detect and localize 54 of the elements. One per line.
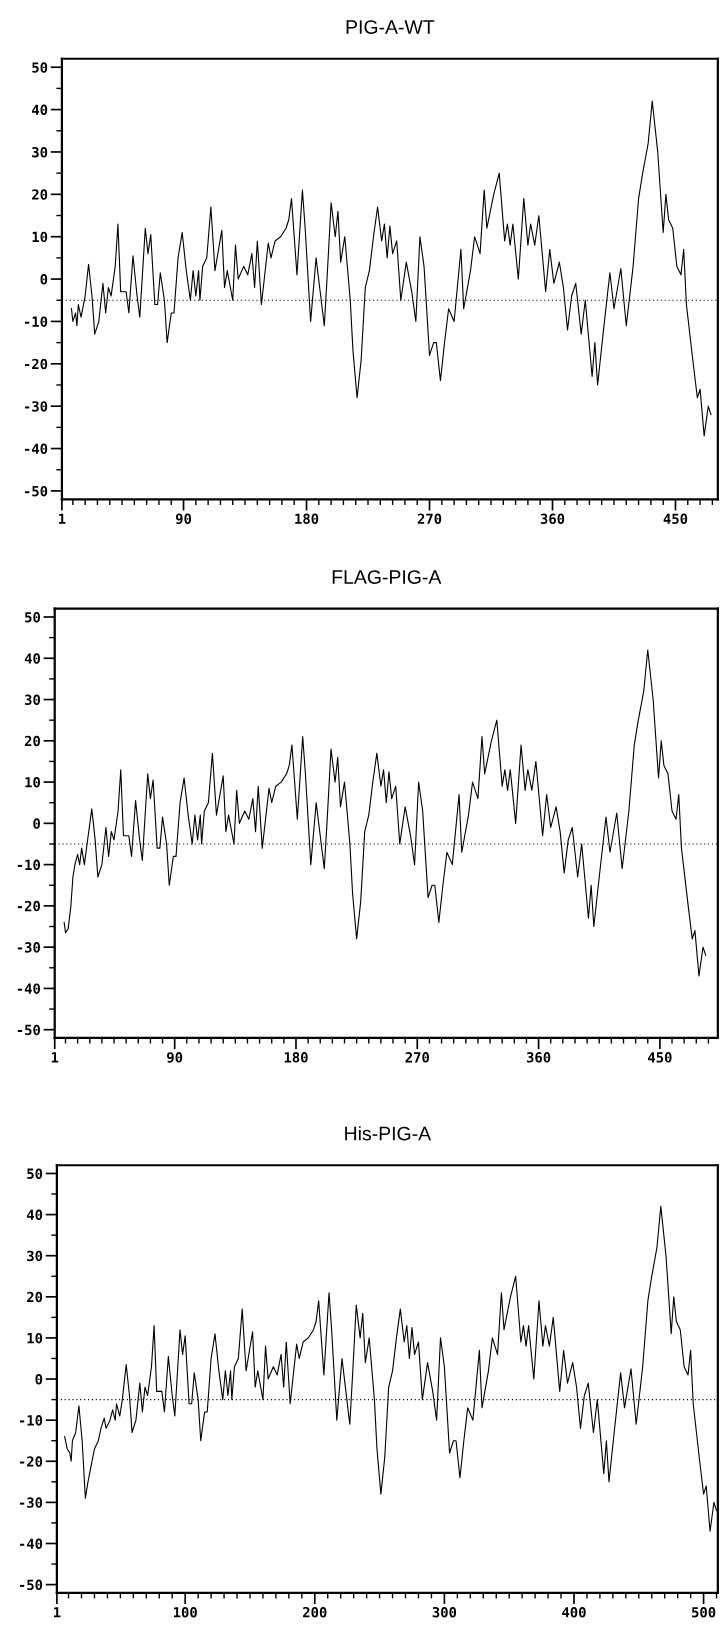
- x-tick-label: 500: [692, 1606, 716, 1618]
- x-tick-label: 270: [405, 1052, 429, 1063]
- x-tick-label: 360: [526, 1052, 551, 1063]
- y-tick-label: 40: [32, 104, 48, 116]
- x-tick-label: 90: [167, 1052, 183, 1063]
- y-tick-label: -50: [17, 1024, 40, 1036]
- y-tick-label: 30: [27, 1250, 43, 1262]
- x-tick-label: 100: [173, 1606, 197, 1618]
- y-tick-label: 50: [32, 62, 48, 73]
- y-tick-label: 30: [32, 146, 48, 158]
- y-tick-label: 0: [33, 818, 40, 829]
- y-tick-label: 10: [27, 1332, 43, 1344]
- y-tick-label: 40: [26, 1209, 43, 1221]
- y-tick-label: 20: [24, 735, 40, 747]
- y-tick-label: 0: [40, 274, 48, 285]
- chart-title: FLAG-PIG-A: [332, 570, 442, 584]
- y-tick-label: 30: [24, 694, 40, 706]
- x-tick-label: 200: [303, 1606, 327, 1618]
- y-tick-label: -30: [17, 942, 40, 953]
- chart-title: PIG-A-WT: [346, 20, 435, 34]
- y-tick-label: 40: [24, 653, 40, 664]
- y-tick-label: -30: [24, 401, 48, 412]
- y-tick-label: 20: [27, 1291, 43, 1303]
- y-tick-label: -30: [19, 1497, 43, 1508]
- y-tick-label: 0: [35, 1374, 43, 1385]
- y-tick-label: -50: [19, 1579, 43, 1591]
- y-tick-label: 50: [27, 1168, 43, 1179]
- x-tick-label: 1: [59, 513, 66, 524]
- y-tick-label: 10: [32, 231, 48, 243]
- x-tick-label: 1: [51, 1052, 59, 1063]
- y-tick-label: -50: [24, 485, 48, 497]
- x-tick-label: 180: [284, 1052, 308, 1063]
- y-tick-label: -10: [19, 1415, 43, 1426]
- y-tick-label: -10: [24, 316, 48, 327]
- x-tick-label: 450: [663, 513, 688, 525]
- y-tick-label: -10: [17, 859, 40, 871]
- x-tick-label: 270: [417, 513, 442, 525]
- x-tick-label: 90: [175, 513, 192, 525]
- y-tick-label: -40: [17, 983, 40, 994]
- y-tick-label: 10: [25, 777, 40, 788]
- x-tick-label: 180: [295, 513, 319, 525]
- x-tick-label: 1: [53, 1607, 61, 1618]
- y-tick-label: -20: [17, 900, 40, 912]
- y-tick-label: -20: [24, 358, 48, 370]
- x-tick-label: 360: [540, 513, 565, 525]
- y-tick-label: -40: [24, 443, 48, 455]
- y-tick-label: -40: [19, 1538, 43, 1549]
- x-tick-label: 300: [432, 1606, 457, 1618]
- y-tick-label: -20: [19, 1456, 43, 1467]
- y-tick-label: 50: [25, 611, 40, 623]
- x-tick-label: 450: [648, 1052, 672, 1063]
- x-tick-label: 400: [562, 1606, 586, 1618]
- y-tick-label: 20: [32, 189, 48, 200]
- chart-title: His-PIG-A: [345, 1126, 432, 1141]
